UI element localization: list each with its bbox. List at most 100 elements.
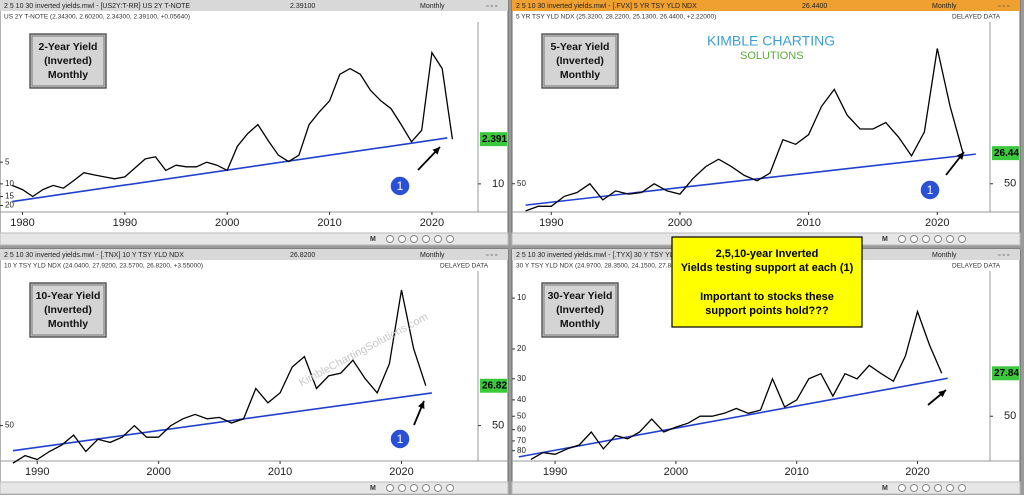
label-box xyxy=(541,33,619,89)
marker-label: 1 xyxy=(397,432,404,446)
toolbar-button[interactable] xyxy=(910,235,918,243)
callout-note: Important to stocks these xyxy=(700,291,834,303)
logo-line: KIMBLE CHARTING xyxy=(707,33,835,49)
toolbar-button[interactable] xyxy=(922,235,930,243)
last-value-box xyxy=(992,146,1019,161)
ohlc-header: 10 Y TSY YLD NDX (24.0400, 27.9200, 23.5… xyxy=(4,263,203,270)
toolbar-button[interactable] xyxy=(434,484,442,492)
toolbar xyxy=(511,481,1021,495)
x-tick-label: 1990 xyxy=(543,466,567,478)
toolbar-button[interactable] xyxy=(922,484,930,492)
chart-panel: 2 5 10 30 inverted yields.mwl - [.TNX] 1… xyxy=(0,248,509,495)
toolbar-label: M xyxy=(370,485,376,492)
y-tick-label: 40 xyxy=(517,395,526,404)
label-line: Monthly xyxy=(48,69,88,81)
window-title: 2 5 10 30 inverted yields.mwl - [US2Y:T-… xyxy=(4,3,190,10)
callout-heading: Yields testing support at each (1) xyxy=(681,262,854,274)
window-buttons: ▫ ▫ ▫ xyxy=(998,252,1009,259)
toolbar-button[interactable] xyxy=(386,484,394,492)
toolbar-button[interactable] xyxy=(946,484,954,492)
ohlc-header: 5 YR TSY YLD NDX (25.3200, 28.2200, 25.1… xyxy=(516,14,716,21)
label-box xyxy=(29,282,107,338)
toolbar-button[interactable] xyxy=(898,484,906,492)
toolbar xyxy=(0,481,509,495)
last-value-label: 26.44 xyxy=(994,148,1019,159)
toolbar-button[interactable] xyxy=(958,235,966,243)
y-tick-label: 20 xyxy=(517,344,526,353)
x-tick-label: 1990 xyxy=(25,466,49,478)
title-bar xyxy=(0,0,508,11)
window-buttons: ▫ ▫ ▫ xyxy=(998,3,1009,10)
y-tick-label: 80 xyxy=(517,446,526,455)
support-line xyxy=(12,392,432,452)
price-line xyxy=(12,289,427,464)
label-line: (Inverted) xyxy=(556,304,604,316)
toolbar-button[interactable] xyxy=(946,235,954,243)
callout-heading: 2,5,10-year Inverted xyxy=(716,248,819,260)
x-tick-label: 2000 xyxy=(215,217,239,229)
toolbar-button[interactable] xyxy=(398,484,406,492)
y-tick-label: 70 xyxy=(517,436,526,445)
label-line: Monthly xyxy=(560,318,600,330)
toolbar-button[interactable] xyxy=(934,235,942,243)
callout-box xyxy=(671,236,863,328)
arrow-head xyxy=(432,147,440,155)
label-box-inner xyxy=(543,35,617,87)
price-line xyxy=(530,309,943,460)
y-tick-label: 60 xyxy=(517,425,526,434)
label-line: (Inverted) xyxy=(44,304,92,316)
toolbar-button[interactable] xyxy=(398,235,406,243)
toolbar-button[interactable] xyxy=(386,235,394,243)
x-tick-label: 1990 xyxy=(113,217,137,229)
window-price: 26.8200 xyxy=(290,252,315,259)
callout-note: support points hold??? xyxy=(705,305,829,317)
arrow-head xyxy=(956,152,964,160)
chart-panel: 2 5 10 30 inverted yields.mwl - [US2Y:T-… xyxy=(0,0,509,246)
toolbar-button[interactable] xyxy=(422,484,430,492)
last-value-label: 2.391 xyxy=(482,134,507,145)
arrow-head xyxy=(418,401,425,409)
window-period: Monthly xyxy=(932,252,957,259)
y2-tick-label: 50 xyxy=(1004,410,1016,422)
price-line xyxy=(525,48,964,212)
x-tick-label: 2010 xyxy=(784,466,808,478)
toolbar-button[interactable] xyxy=(434,235,442,243)
x-tick-label: 2020 xyxy=(420,217,444,229)
ohlc-header: US 2Y T-NOTE (2.34300, 2.60200, 2.34300,… xyxy=(4,14,190,21)
marker-circle xyxy=(389,428,411,450)
title-bar xyxy=(512,0,1020,11)
toolbar-button[interactable] xyxy=(446,235,454,243)
support-line xyxy=(518,377,948,458)
title-bar xyxy=(0,249,508,260)
marker-label: 1 xyxy=(927,183,934,197)
toolbar-button[interactable] xyxy=(422,235,430,243)
delayed-data: DELAYED DATA xyxy=(440,263,489,270)
toolbar-button[interactable] xyxy=(898,235,906,243)
label-line: 30-Year Yield xyxy=(548,290,613,302)
toolbar-button[interactable] xyxy=(934,484,942,492)
label-box-inner xyxy=(543,284,617,336)
arrow-head xyxy=(938,390,946,398)
ohlc-header: 30 Y TSY YLD NDX (24.9700, 28.3500, 24.1… xyxy=(516,263,675,270)
x-tick-label: 1990 xyxy=(539,217,563,229)
x-tick-label: 2000 xyxy=(668,217,692,229)
window-title: 2 5 10 30 inverted yields.mwl - [.TYX] 3… xyxy=(516,252,696,259)
window-buttons: ▫ ▫ ▫ xyxy=(486,3,497,10)
toolbar-button[interactable] xyxy=(958,484,966,492)
toolbar-button[interactable] xyxy=(446,484,454,492)
toolbar-label: M xyxy=(370,236,376,243)
label-line: Monthly xyxy=(560,69,600,81)
label-line: Monthly xyxy=(48,318,88,330)
toolbar-button[interactable] xyxy=(410,235,418,243)
y-tick-label: 50 xyxy=(517,179,526,188)
marker-label: 1 xyxy=(397,179,404,193)
last-value-label: 27.84 xyxy=(994,368,1019,379)
last-value-label: 26.82 xyxy=(482,380,507,391)
label-box-inner xyxy=(31,284,105,336)
toolbar-button[interactable] xyxy=(910,484,918,492)
label-line: 2-Year Yield xyxy=(39,41,98,53)
y-tick-label: 50 xyxy=(5,421,14,430)
toolbar-button[interactable] xyxy=(410,484,418,492)
label-box xyxy=(541,282,619,338)
